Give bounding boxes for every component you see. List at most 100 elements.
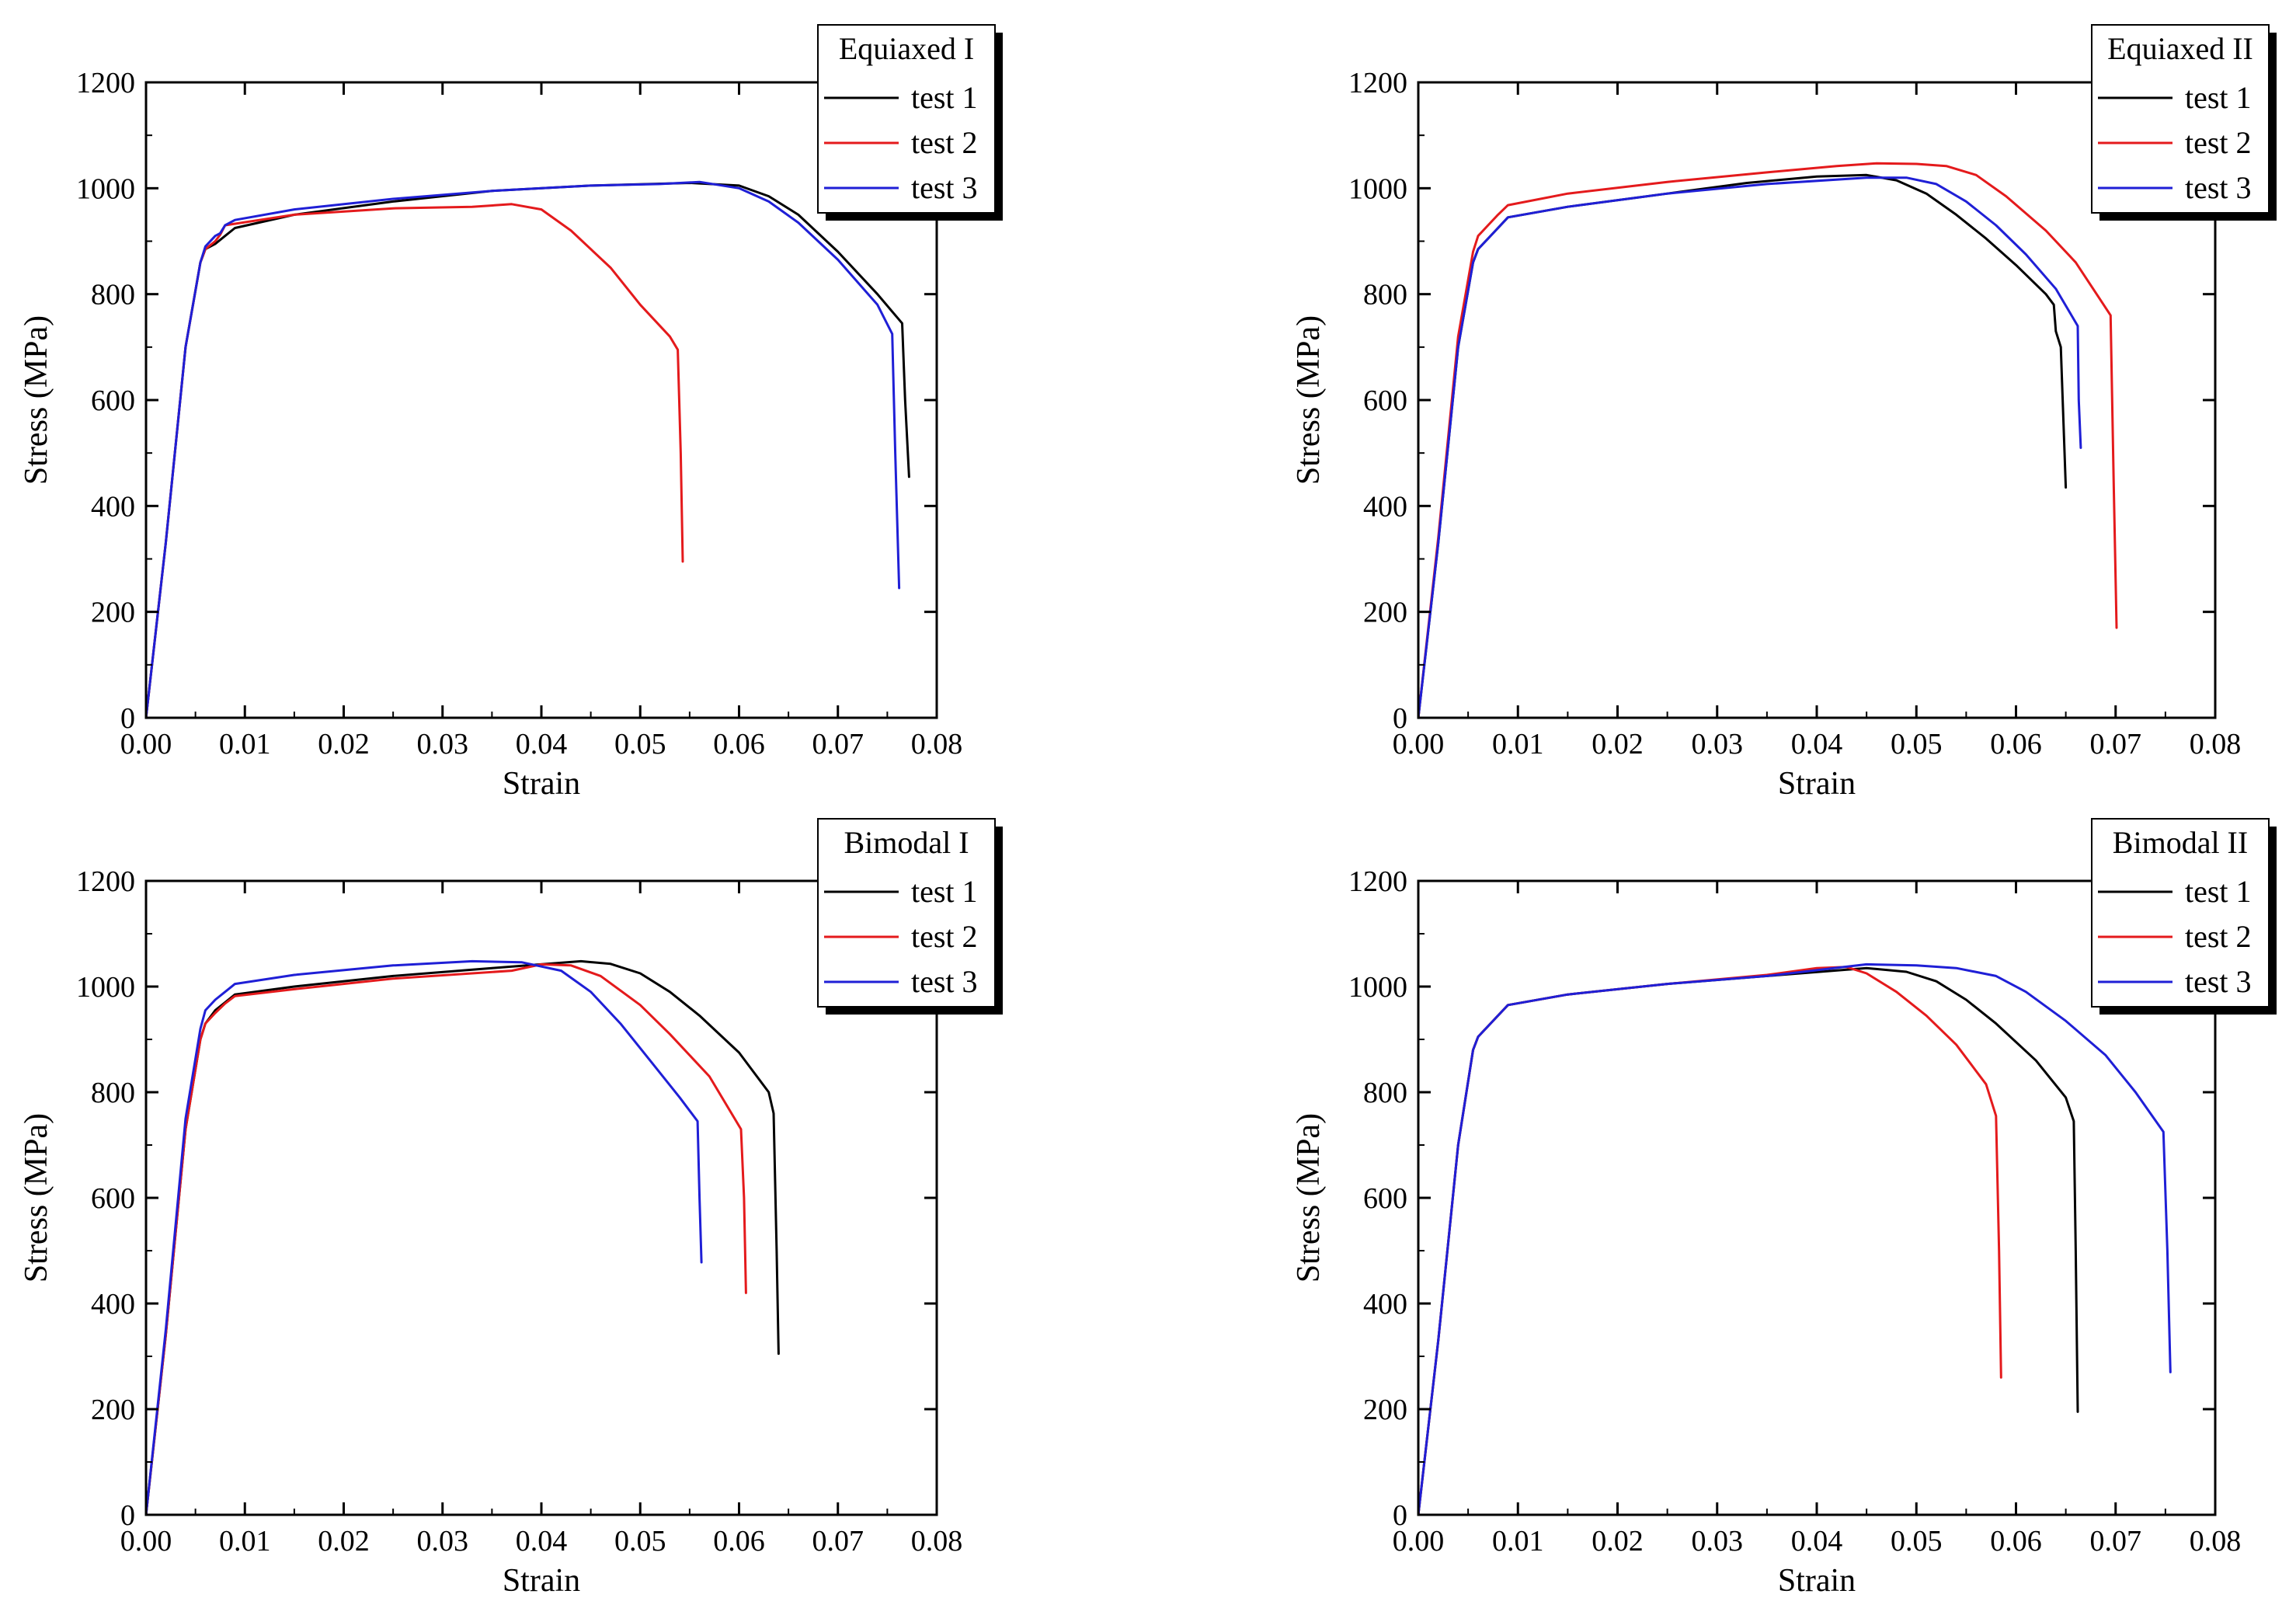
x-tick-label: 0.05 [1891, 728, 1943, 761]
chart-panel-3: 0.00 0.01 0.02 0.03 0.04 0.05 0.06 0.07 0.08 0 200… [19, 818, 1003, 1599]
y-tick-label: 1000 [1348, 172, 1407, 205]
x-tick-label: 0.08 [911, 1525, 963, 1558]
legend-label: test 3 [911, 170, 978, 205]
series-line-test-2 [1417, 966, 2002, 1516]
x-axis-title: Strain [503, 1563, 580, 1599]
x-tick-label: 0.07 [2090, 728, 2142, 761]
legend-title: Bimodal I [844, 825, 969, 860]
y-tick-label: 200 [1363, 597, 1407, 629]
x-tick-label: 0.08 [911, 728, 963, 761]
y-tick-label: 1200 [76, 865, 135, 898]
x-tick-label: 0.08 [2190, 728, 2242, 761]
y-tick-label: 0 [1393, 702, 1407, 735]
y-tick-label: 1000 [76, 971, 135, 1004]
series-line-test-3 [1417, 176, 2082, 719]
series-line-test-1 [1417, 966, 2079, 1516]
y-tick-label: 0 [120, 702, 135, 735]
legend-title: Equiaxed I [839, 31, 974, 66]
legend: Equiaxed I test 1 test 2 test 3 [817, 24, 1003, 221]
x-tick-label: 0.04 [516, 728, 568, 761]
chart-panel-4: 0.00 0.01 0.02 0.03 0.04 0.05 0.06 0.07 0.08 0 200… [1291, 818, 2277, 1599]
legend-label: test 2 [911, 919, 978, 954]
x-tick-label: 0.03 [1692, 1525, 1744, 1558]
x-tick-label: 0.01 [219, 1525, 271, 1558]
y-tick-label: 400 [1363, 1288, 1407, 1321]
x-tick-label: 0.03 [1692, 728, 1744, 761]
series-line-test-1 [1417, 173, 2068, 719]
x-tick-label: 0.00 [1393, 1525, 1445, 1558]
y-tick-label: 1200 [1348, 865, 1407, 898]
x-tick-label: 0.01 [1492, 1525, 1544, 1558]
legend-label: test 1 [911, 80, 978, 115]
x-axis-title: Strain [1778, 766, 1856, 802]
y-tick-label: 600 [91, 1182, 135, 1215]
legend-label: test 1 [2185, 874, 2252, 909]
y-tick-label: 400 [91, 490, 135, 523]
x-tick-label: 0.06 [1990, 1525, 2042, 1558]
y-tick-label: 400 [91, 1288, 135, 1321]
legend-box [817, 24, 996, 214]
x-tick-label: 0.06 [713, 728, 765, 761]
x-tick-label: 0.07 [812, 1525, 864, 1558]
legend-label: test 2 [2185, 125, 2252, 160]
legend-label: test 3 [2185, 964, 2252, 999]
series-line-test-1 [144, 959, 780, 1516]
legend-box [817, 818, 996, 1008]
series-line-test-3 [144, 959, 703, 1516]
y-tick-label: 200 [1363, 1394, 1407, 1426]
x-tick-label: 0.05 [1891, 1525, 1943, 1558]
x-tick-label: 0.06 [713, 1525, 765, 1558]
y-tick-label: 800 [91, 279, 135, 312]
legend: Bimodal II test 1 test 2 test 3 [2091, 818, 2277, 1015]
series-line-test-2 [144, 962, 747, 1516]
x-tick-label: 0.07 [2090, 1525, 2142, 1558]
x-tick-label: 0.06 [1990, 728, 2042, 761]
series-line-test-3 [1417, 962, 2172, 1516]
series-line-test-1 [144, 182, 910, 719]
y-tick-label: 1000 [76, 172, 135, 205]
y-tick-label: 200 [91, 1394, 135, 1426]
x-tick-label: 0.08 [2190, 1525, 2242, 1558]
y-tick-label: 600 [1363, 385, 1407, 417]
x-tick-label: 0.01 [219, 728, 271, 761]
y-tick-label: 0 [1393, 1499, 1407, 1532]
legend-box [2091, 24, 2270, 214]
legend: Bimodal I test 1 test 2 test 3 [817, 818, 1003, 1015]
y-axis-title: Stress (MPa) [1291, 315, 1327, 485]
x-tick-label: 0.00 [120, 1525, 172, 1558]
y-tick-label: 200 [91, 597, 135, 629]
y-axis-title: Stress (MPa) [19, 1113, 54, 1283]
legend-box [2091, 818, 2270, 1008]
legend-label: test 2 [2185, 919, 2252, 954]
x-tick-label: 0.04 [1791, 728, 1843, 761]
legend-label: test 3 [2185, 170, 2252, 205]
legend-label: test 1 [911, 874, 978, 909]
y-axis-title: Stress (MPa) [1291, 1113, 1327, 1283]
x-axis-title: Strain [1778, 1563, 1856, 1599]
x-tick-label: 0.03 [417, 1525, 469, 1558]
legend-label: test 3 [911, 964, 978, 999]
y-tick-label: 800 [1363, 1077, 1407, 1109]
legend-title: Equiaxed II [2107, 31, 2253, 66]
x-tick-label: 0.04 [1791, 1525, 1843, 1558]
x-tick-label: 0.03 [417, 728, 469, 761]
x-tick-label: 0.02 [318, 728, 370, 761]
x-tick-label: 0.05 [614, 728, 666, 761]
legend-label: test 2 [911, 125, 978, 160]
legend-label: test 1 [2185, 80, 2252, 115]
x-tick-label: 0.05 [614, 1525, 666, 1558]
y-tick-label: 1200 [1348, 67, 1407, 99]
y-tick-label: 800 [91, 1077, 135, 1109]
x-tick-label: 0.02 [318, 1525, 370, 1558]
series-line-test-2 [1417, 162, 2118, 719]
y-tick-label: 0 [120, 1499, 135, 1532]
x-tick-label: 0.02 [1592, 1525, 1644, 1558]
y-tick-label: 800 [1363, 279, 1407, 312]
chart-panel-1: 0.00 0.01 0.02 0.03 0.04 0.05 0.06 0.07 0.08 0 200… [19, 24, 1003, 802]
series-line-test-2 [144, 203, 684, 719]
x-tick-label: 0.00 [120, 728, 172, 761]
y-tick-label: 600 [91, 385, 135, 417]
y-tick-label: 600 [1363, 1182, 1407, 1215]
legend-title: Bimodal II [2113, 825, 2248, 860]
